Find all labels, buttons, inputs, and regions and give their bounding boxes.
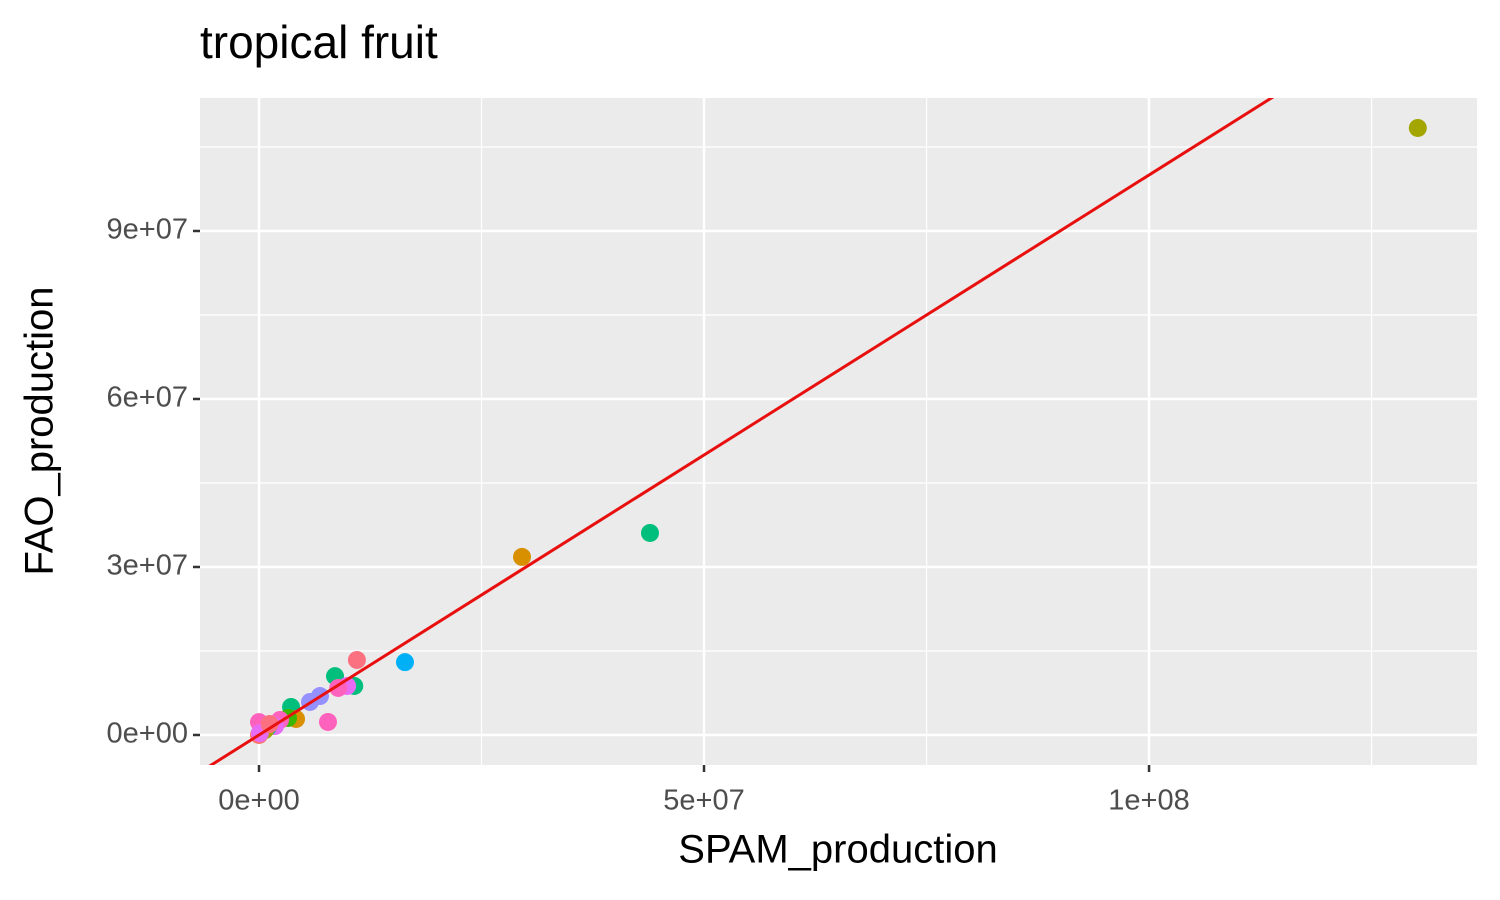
point xyxy=(260,715,279,734)
y-tick-label: 9e+07 xyxy=(107,214,188,246)
y-tick-label: 0e+00 xyxy=(107,718,188,750)
y-tick-label: 6e+07 xyxy=(107,382,188,414)
x-tick-label: 0e+00 xyxy=(218,785,299,817)
point xyxy=(640,523,659,542)
marks xyxy=(208,98,1427,765)
chart-title: tropical fruit xyxy=(200,16,438,68)
x-axis-label: SPAM_production xyxy=(678,828,997,872)
reference-line xyxy=(208,98,1275,765)
point xyxy=(395,653,414,672)
point xyxy=(318,712,337,731)
point xyxy=(347,650,366,669)
x-tick-label: 5e+07 xyxy=(663,785,744,817)
grid xyxy=(200,98,1477,765)
point xyxy=(1408,118,1427,137)
x-tick-label: 1e+08 xyxy=(1108,785,1189,817)
y-tick-label: 3e+07 xyxy=(107,550,188,582)
y-axis-label: FAO_production xyxy=(18,286,62,575)
point xyxy=(513,547,532,566)
axes: 0e+00 5e+07 1e+08 0e+00 3e+07 6e+07 9e+07 xyxy=(107,214,1190,817)
panel xyxy=(200,98,1477,765)
